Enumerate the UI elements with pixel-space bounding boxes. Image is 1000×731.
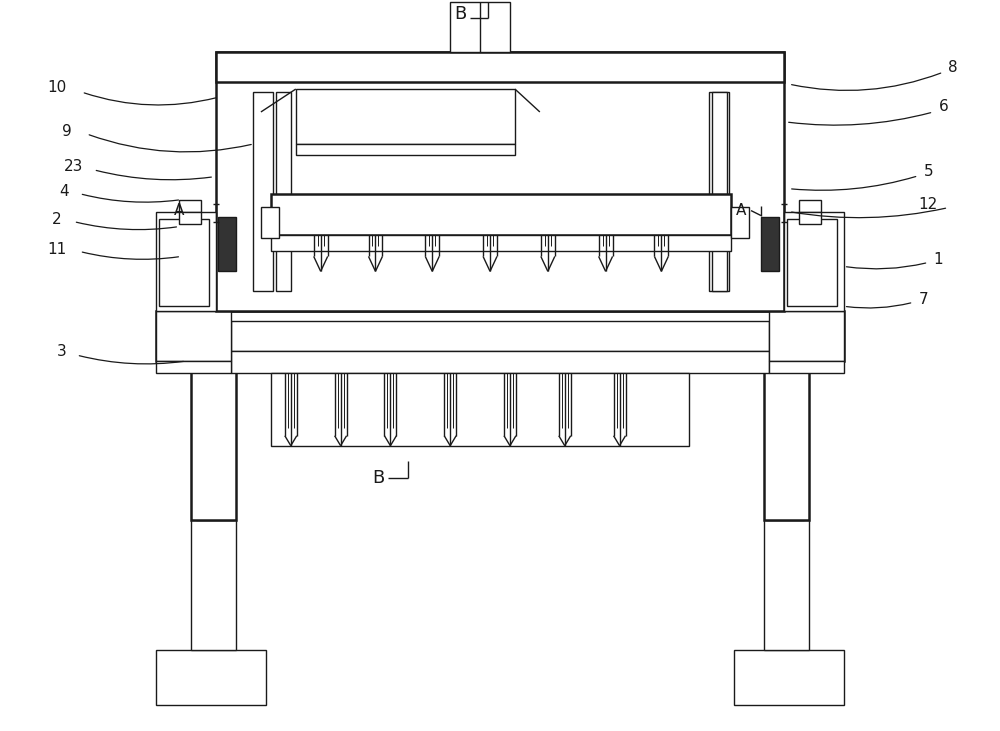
Bar bbox=[196, 501, 234, 520]
Text: 4: 4 bbox=[59, 184, 68, 199]
Bar bbox=[191, 351, 236, 520]
Bar bbox=[712, 92, 727, 291]
Bar bbox=[709, 92, 729, 291]
Text: 6: 6 bbox=[938, 99, 948, 115]
Bar bbox=[271, 235, 731, 251]
Text: 12: 12 bbox=[919, 197, 938, 212]
Bar bbox=[156, 650, 266, 705]
Bar bbox=[799, 200, 821, 211]
Text: 11: 11 bbox=[47, 242, 66, 257]
Bar bbox=[159, 219, 209, 306]
Bar bbox=[218, 216, 236, 271]
Bar bbox=[271, 373, 689, 446]
Bar bbox=[271, 194, 731, 235]
Bar bbox=[156, 311, 231, 361]
Text: 23: 23 bbox=[64, 159, 83, 174]
Bar bbox=[216, 52, 784, 311]
Text: A: A bbox=[174, 203, 184, 218]
Bar bbox=[734, 650, 844, 705]
Text: 7: 7 bbox=[919, 292, 928, 307]
Bar bbox=[231, 321, 769, 351]
Bar bbox=[766, 501, 804, 520]
Text: 2: 2 bbox=[52, 212, 62, 227]
Text: 10: 10 bbox=[47, 80, 66, 94]
Bar bbox=[156, 361, 231, 373]
Text: B: B bbox=[454, 5, 466, 23]
Bar bbox=[156, 211, 216, 311]
Bar bbox=[761, 216, 779, 271]
Bar bbox=[261, 207, 279, 238]
Bar bbox=[179, 200, 201, 211]
Text: A: A bbox=[736, 203, 746, 218]
Bar bbox=[799, 211, 821, 224]
Text: 8: 8 bbox=[948, 60, 958, 75]
Bar bbox=[296, 89, 515, 144]
Bar bbox=[216, 52, 784, 82]
Bar bbox=[156, 311, 844, 361]
Bar bbox=[450, 2, 510, 52]
Bar bbox=[787, 219, 837, 306]
Text: 5: 5 bbox=[924, 164, 933, 179]
Text: 1: 1 bbox=[934, 252, 943, 267]
Bar bbox=[253, 92, 273, 291]
Bar bbox=[296, 144, 515, 155]
Bar bbox=[179, 211, 201, 224]
Bar bbox=[764, 351, 809, 520]
Bar bbox=[731, 207, 749, 238]
Bar bbox=[769, 311, 844, 361]
Bar bbox=[769, 361, 844, 373]
Text: B: B bbox=[372, 469, 385, 487]
Bar bbox=[764, 520, 809, 650]
Bar bbox=[784, 211, 844, 311]
Text: 9: 9 bbox=[62, 124, 72, 140]
Text: 3: 3 bbox=[57, 344, 67, 358]
Bar bbox=[276, 92, 291, 291]
Bar bbox=[191, 520, 236, 650]
Bar bbox=[231, 351, 769, 373]
